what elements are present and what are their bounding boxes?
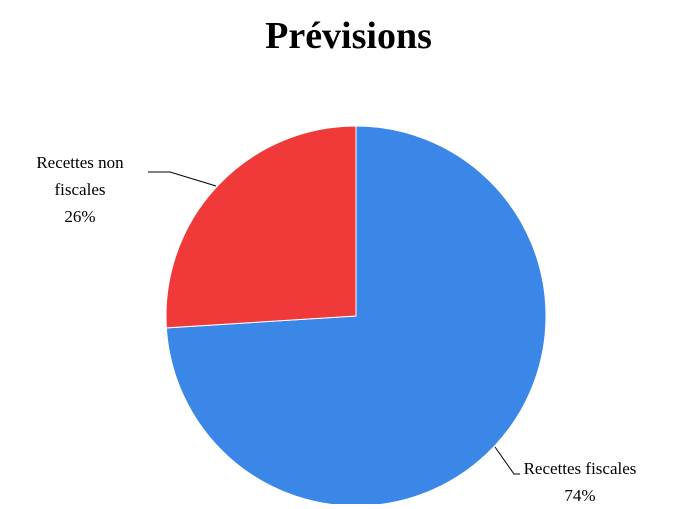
slice-label: Recettes fiscales (523, 459, 637, 478)
leader-line (148, 171, 217, 187)
slice-label: Recettes non fiscales (36, 153, 124, 199)
slice-value-label: 74% (564, 486, 596, 505)
chart-title: Prévisions (265, 15, 432, 57)
pie-slice (165, 125, 357, 329)
leader-line (494, 446, 520, 475)
slice-value-label: 26% (64, 207, 96, 226)
